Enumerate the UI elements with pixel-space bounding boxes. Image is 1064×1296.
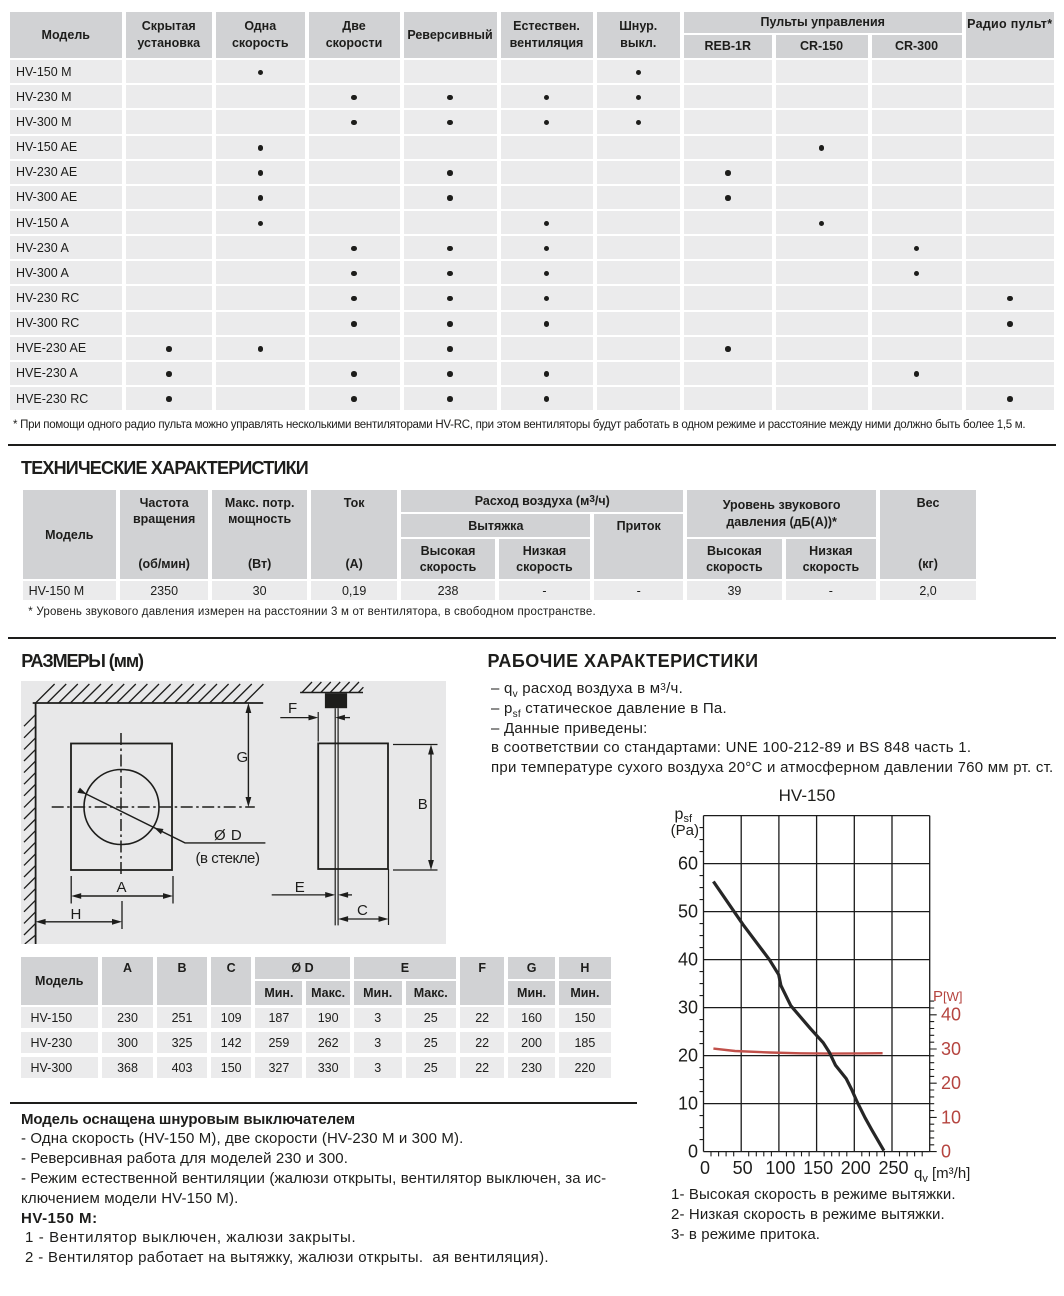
svg-text:0: 0 — [688, 1142, 698, 1162]
svg-text:100: 100 — [765, 1158, 795, 1178]
svg-text:20: 20 — [678, 1046, 698, 1066]
svg-text:30: 30 — [941, 1039, 961, 1059]
svg-text:150: 150 — [803, 1158, 833, 1178]
svg-text:60: 60 — [678, 854, 698, 874]
svg-text:250: 250 — [878, 1158, 908, 1178]
svg-text:HV-150: HV-150 — [779, 786, 836, 805]
svg-text:50: 50 — [733, 1158, 753, 1178]
svg-text:10: 10 — [941, 1107, 961, 1127]
svg-text:40: 40 — [941, 1005, 961, 1025]
svg-text:qv [m³/h]: qv [m³/h] — [914, 1165, 970, 1185]
svg-text:P[W]: P[W] — [933, 988, 963, 1005]
svg-text:0: 0 — [700, 1158, 710, 1178]
svg-text:20: 20 — [941, 1073, 961, 1093]
svg-text:30: 30 — [678, 998, 698, 1018]
svg-text:200: 200 — [841, 1158, 871, 1178]
svg-text:50: 50 — [678, 902, 698, 922]
svg-text:0: 0 — [941, 1142, 951, 1162]
svg-text:10: 10 — [678, 1094, 698, 1114]
svg-text:40: 40 — [678, 950, 698, 970]
svg-text:(Pa): (Pa) — [671, 822, 699, 839]
